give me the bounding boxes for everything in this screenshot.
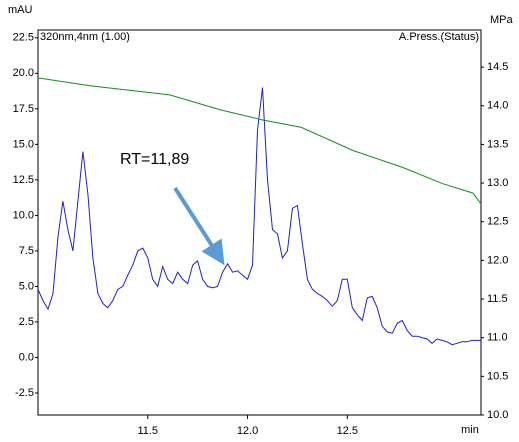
y-tick-label: 17.5 xyxy=(13,103,34,115)
y-tick-label: 2.5 xyxy=(19,316,34,328)
y2-tick-label: 14.0 xyxy=(487,100,508,112)
series-line xyxy=(37,77,482,205)
y-tick-label: 22.5 xyxy=(13,32,34,44)
y-tick-label: 12.5 xyxy=(13,174,34,186)
plot-frame xyxy=(37,29,482,416)
y2-tick-label: 13.5 xyxy=(487,138,508,150)
y-tick-label: 20.0 xyxy=(13,67,34,79)
annotation-arrow xyxy=(173,186,225,266)
y2-tick-label: 10.0 xyxy=(487,409,508,421)
y2-tick-label: 12.0 xyxy=(487,254,508,266)
y2-tick-label: 11.0 xyxy=(487,332,508,344)
y2-axis-label: MPa xyxy=(490,14,514,26)
y-tick-label: -2.5 xyxy=(15,387,34,399)
annotation: RT=11,89 xyxy=(120,151,189,168)
x-tick-label: 11.5 xyxy=(137,425,158,437)
y2-tick-label: 11.5 xyxy=(487,293,508,305)
y-axis-label: mAU xyxy=(8,4,33,16)
x-tick-label: 12.0 xyxy=(237,425,258,437)
y2-tick-label: 12.5 xyxy=(487,216,508,228)
y-tick-label: 10.0 xyxy=(13,209,34,221)
y-tick-label: 7.5 xyxy=(19,245,34,257)
x-axis-label: min xyxy=(461,424,479,436)
y2-tick-label: 14.5 xyxy=(487,61,508,73)
legend-entry: A.Press.(Status) xyxy=(399,31,479,43)
y-tick-label: 5.0 xyxy=(19,280,34,292)
y-tick-label: 15.0 xyxy=(13,138,34,150)
series-line xyxy=(37,87,481,346)
y2-tick-label: 13.0 xyxy=(487,177,508,189)
y-tick-label: 0.0 xyxy=(19,351,34,363)
legend-entry: 320nm,4nm (1.00) xyxy=(40,31,130,43)
y2-tick-label: 10.5 xyxy=(487,370,508,382)
x-tick-label: 12.5 xyxy=(337,425,358,437)
